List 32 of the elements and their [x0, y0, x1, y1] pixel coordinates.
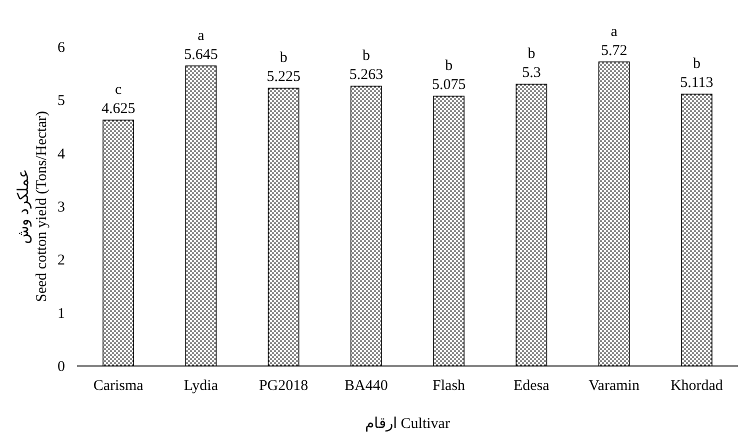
- data-label: 5.225: [266, 69, 300, 86]
- x-tick-label: Carisma: [93, 378, 144, 394]
- annotation: b: [445, 58, 453, 74]
- y-tick-label: 2: [58, 252, 65, 269]
- data-label: 5.72: [600, 42, 628, 59]
- annotation: a: [198, 28, 205, 44]
- y-tick-label: 5: [58, 93, 65, 110]
- y-tick-label: 6: [58, 40, 66, 56]
- x-tick-label: Lydia: [184, 378, 218, 394]
- annotation: b: [280, 50, 288, 66]
- data-label: 5.263: [349, 67, 384, 84]
- data-label: 4.625: [101, 101, 136, 118]
- annotation: b: [692, 56, 700, 72]
- y-tick-label: 3: [58, 200, 65, 216]
- annotation: a: [610, 24, 618, 40]
- annotation: c: [114, 82, 122, 98]
- x-tick-label: Khordad: [670, 378, 724, 394]
- x-axis-title: ارقام Cultivar: [365, 416, 450, 432]
- data-label: 5.645: [184, 46, 218, 63]
- x-tick-label: PG2018: [258, 378, 308, 394]
- annotation: b: [362, 48, 370, 64]
- y-tick-label: 0: [58, 359, 65, 375]
- annotation: b: [528, 46, 536, 62]
- y-tick-label: 4: [58, 146, 66, 162]
- data-label: 5.075: [432, 77, 466, 94]
- x-tick-label: BA440: [344, 378, 388, 394]
- x-tick-label: Varamin: [588, 378, 640, 394]
- y-tick-label: 1: [58, 306, 65, 322]
- x-tick-label: Edesa: [514, 378, 550, 394]
- data-label: 5.3: [522, 65, 541, 82]
- x-tick-label: Flash: [432, 378, 466, 394]
- data-label: 5.113: [680, 75, 714, 92]
